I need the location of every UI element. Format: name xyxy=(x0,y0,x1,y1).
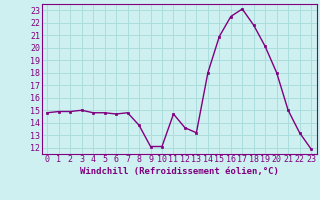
X-axis label: Windchill (Refroidissement éolien,°C): Windchill (Refroidissement éolien,°C) xyxy=(80,167,279,176)
